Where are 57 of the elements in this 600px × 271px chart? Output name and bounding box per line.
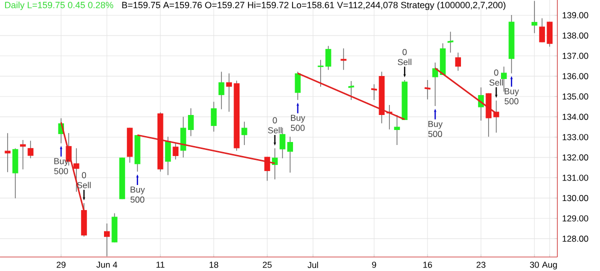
x-tick-label: 30 [530,262,539,268]
x-tick-label: 18 [210,262,218,268]
x-tick-label: Jun 4 [96,262,118,268]
candlestick [188,108,194,136]
x-tick-label: 25 [262,262,272,268]
annotation: Buy 500 [54,158,69,174]
candlestick [546,21,553,48]
chart-subtitle: B=159.75 A=159.76 O=159.27 Hi=159.72 Lo=158.61 V=112,244,078 Strategy (100000,2,7,200) [122,2,506,10]
annotation: Buy 500 [130,186,145,203]
y-tick-label: 132.00 [562,154,588,161]
annotation: Buy 500 [428,120,443,138]
annotation: Buy 500 [290,114,306,131]
y-tick-label: 138.00 [562,32,588,39]
x-tick-label: 11 [156,262,164,268]
candlestick [172,142,179,160]
candlestick [28,140,34,159]
y-tick-label: 139.00 [562,12,588,18]
candlestick [455,52,461,72]
candlestick [318,60,324,88]
candlestick [325,46,332,70]
y-tick-label: 133.00 [562,134,588,140]
candlestick [370,84,378,100]
x-tick-label: 9 [372,262,376,268]
candlestick [20,140,26,170]
y-tick-label: 137.00 [562,52,588,59]
annotation: 0 Sell [398,48,412,66]
candlestick [424,80,432,100]
x-tick-label: 23 [476,262,486,268]
y-tick-label: 134.00 [562,114,588,120]
candlestick [226,73,232,112]
candlestick [241,121,248,146]
annotation: Buy 500 [504,88,519,104]
y-tick-label: 129.00 [562,215,588,222]
x-tick-label: Jul [308,262,318,268]
y-tick-label: 131.00 [562,174,588,181]
candlestick [532,0,538,34]
chart-title: Daily L=159.75 0.45 0.28% [5,2,114,10]
candlestick [218,71,224,110]
candlestick [165,136,171,176]
y-tick-label: 130.00 [562,195,588,202]
candlestick [272,148,278,180]
annotation: 0 Sell [489,69,503,86]
candlestick [446,31,454,53]
candlestick [539,18,545,43]
x-tick-label: 16 [423,262,432,268]
candlestick [394,114,400,146]
x-tick-label: 29 [56,262,66,268]
y-tick-label: 135.00 [562,93,588,100]
candlestick [104,223,110,257]
candlestick [210,101,217,132]
candlestick [4,132,11,172]
candlestick [294,71,301,100]
y-tick-label: 128.00 [562,236,588,242]
y-tick-label: 136.00 [562,73,588,80]
candlestick [347,80,355,100]
x-tick-label: Aug [542,262,557,270]
annotation: 0 Sell [268,117,282,134]
